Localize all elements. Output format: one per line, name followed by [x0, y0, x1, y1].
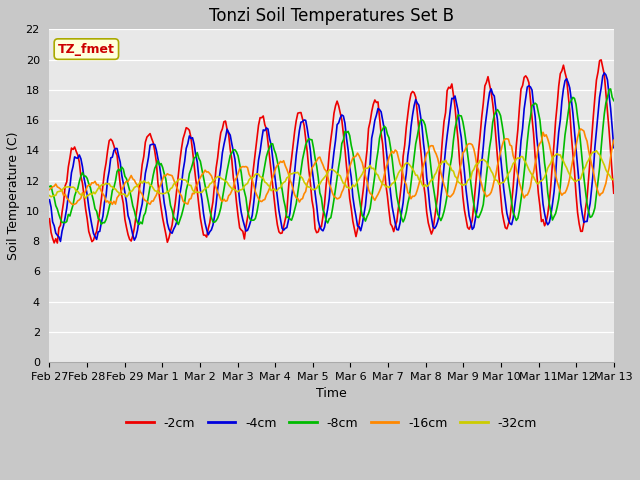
-4cm [56, 239, 64, 244]
-2cm [597, 57, 605, 63]
Line: -16cm: -16cm [49, 129, 614, 204]
-8cm [294, 190, 301, 195]
-8cm [234, 153, 242, 159]
-8cm [115, 167, 122, 172]
-8cm [610, 98, 618, 104]
-8cm [244, 207, 252, 213]
-32cm [244, 180, 252, 186]
-4cm [600, 70, 608, 76]
Text: TZ_fmet: TZ_fmet [58, 43, 115, 56]
-16cm [294, 196, 301, 202]
-4cm [244, 228, 252, 233]
-32cm [216, 174, 223, 180]
-16cm [610, 137, 618, 143]
-4cm [610, 145, 618, 151]
-2cm [116, 181, 124, 187]
X-axis label: Time: Time [316, 387, 347, 400]
-16cm [582, 134, 589, 140]
-2cm [580, 220, 588, 226]
-8cm [45, 184, 53, 190]
Y-axis label: Soil Temperature (C): Soil Temperature (C) [7, 132, 20, 260]
-8cm [175, 222, 182, 228]
-4cm [116, 159, 124, 165]
-2cm [294, 110, 301, 116]
-4cm [45, 197, 53, 203]
Line: -32cm: -32cm [49, 151, 614, 198]
-32cm [45, 193, 53, 199]
-4cm [294, 140, 301, 145]
Legend: -2cm, -4cm, -8cm, -16cm, -32cm: -2cm, -4cm, -8cm, -16cm, -32cm [121, 412, 542, 435]
Line: -4cm: -4cm [49, 73, 614, 241]
-32cm [593, 148, 600, 154]
-16cm [116, 190, 124, 196]
-2cm [610, 191, 618, 196]
-8cm [216, 211, 223, 216]
-8cm [607, 86, 614, 92]
-16cm [244, 165, 252, 170]
-16cm [577, 126, 584, 132]
-32cm [610, 177, 618, 182]
-32cm [580, 167, 588, 172]
-16cm [69, 202, 77, 207]
Line: -2cm: -2cm [49, 60, 614, 243]
-2cm [234, 213, 242, 219]
-4cm [216, 175, 223, 180]
-32cm [294, 169, 301, 175]
-32cm [234, 189, 242, 195]
Title: Tonzi Soil Temperatures Set B: Tonzi Soil Temperatures Set B [209, 7, 454, 25]
-4cm [580, 219, 588, 225]
-8cm [580, 175, 588, 180]
-32cm [82, 195, 90, 201]
-16cm [216, 192, 223, 198]
-2cm [54, 240, 61, 246]
-16cm [234, 170, 242, 176]
Line: -8cm: -8cm [49, 89, 614, 225]
-16cm [45, 187, 53, 192]
-2cm [45, 216, 53, 222]
-2cm [216, 141, 223, 146]
-4cm [234, 182, 242, 188]
-32cm [116, 192, 124, 197]
-2cm [244, 215, 252, 220]
